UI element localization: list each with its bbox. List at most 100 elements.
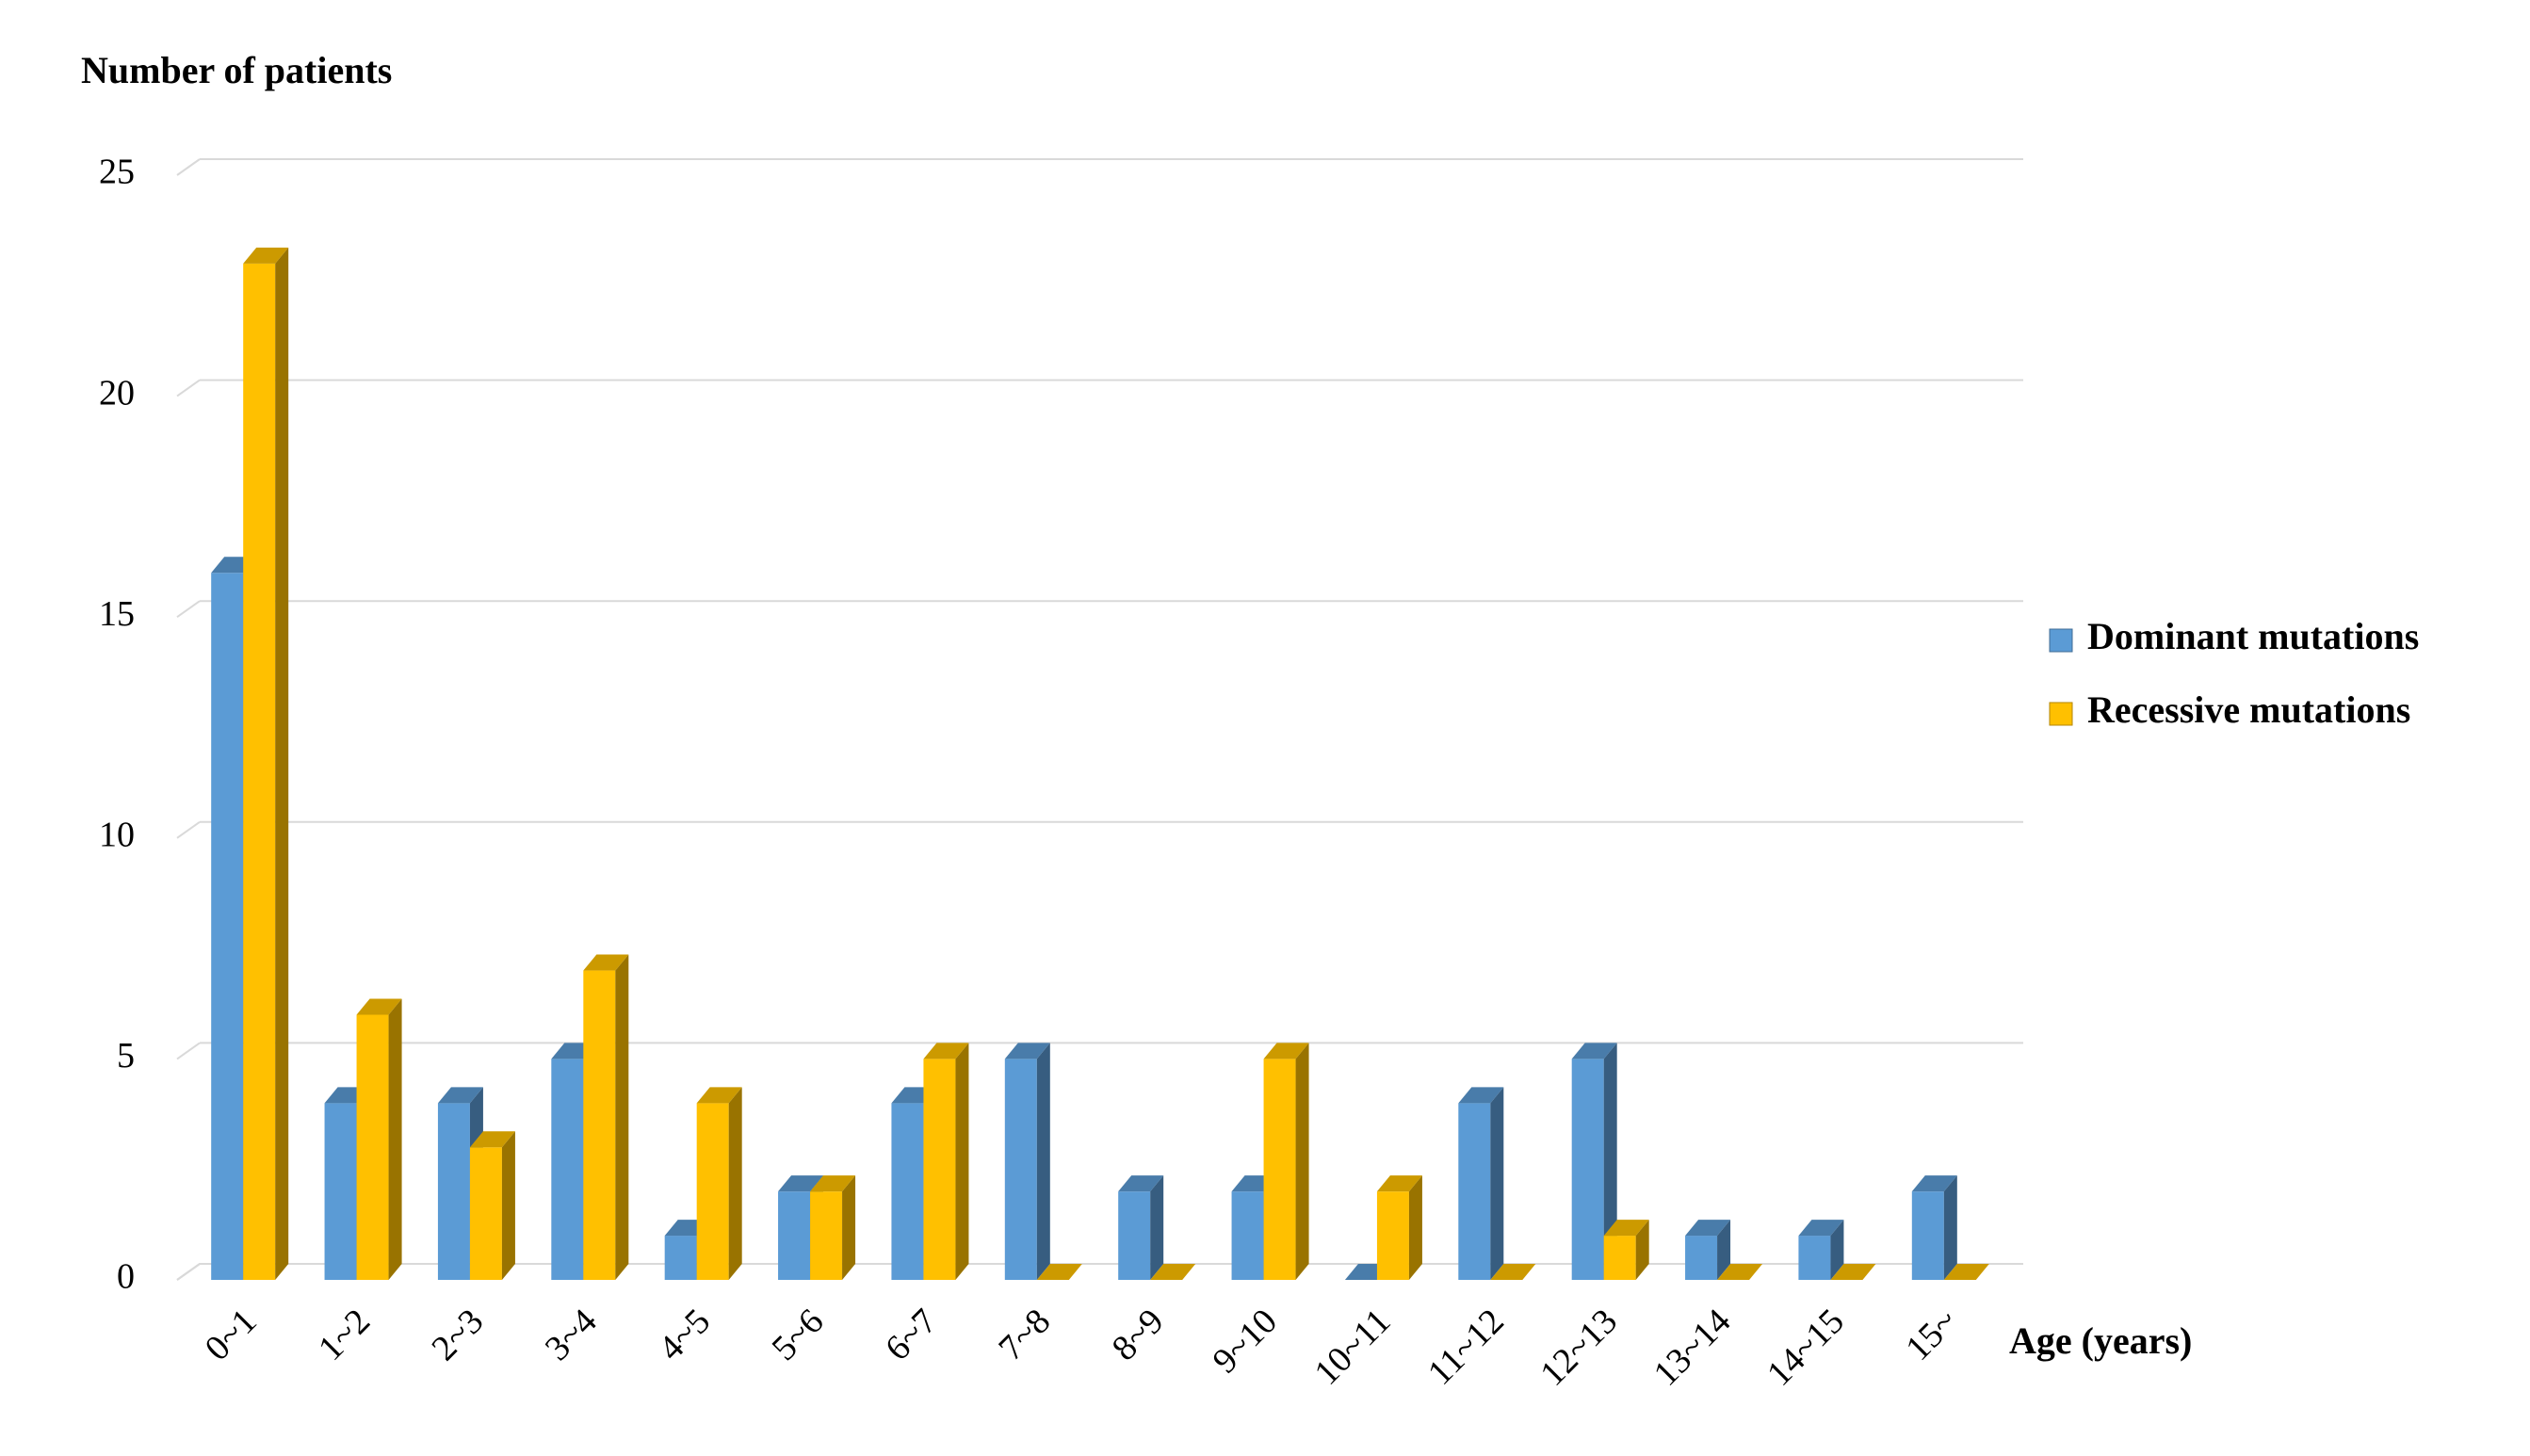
bar-top (1376, 1175, 1422, 1192)
y-tick-label: 0 (117, 1257, 135, 1297)
bar-side (275, 247, 289, 1281)
bar-side (501, 1131, 515, 1280)
bar (583, 954, 629, 1280)
legend-label: Recessive mutations (2087, 688, 2410, 731)
bar-side (842, 1175, 856, 1280)
x-tick-label: 1~2 (311, 1302, 378, 1368)
bar-top (1490, 1264, 1536, 1280)
bar (1798, 1220, 1844, 1280)
bar-top (1830, 1264, 1876, 1280)
bar-front (583, 970, 616, 1280)
bar-side (1036, 1043, 1050, 1280)
bar (243, 247, 289, 1281)
bar-front (1376, 1191, 1409, 1280)
bar-top (778, 1175, 824, 1192)
bar-front (551, 1059, 584, 1280)
bar-top (437, 1087, 483, 1104)
bar-front (324, 1103, 357, 1280)
bar-side (388, 998, 402, 1280)
y-axis-label: Number of patients (81, 49, 392, 91)
bar (1603, 1220, 1649, 1280)
bar-side (1490, 1087, 1504, 1280)
bar (810, 1175, 856, 1280)
bar (1150, 1264, 1196, 1280)
bar-top (1685, 1220, 1731, 1237)
x-tick-label: 5~6 (764, 1302, 831, 1368)
bar-front (437, 1103, 470, 1280)
bar-front (1685, 1236, 1718, 1280)
x-tick-label: 12~13 (1533, 1302, 1625, 1394)
bar-side (1603, 1043, 1617, 1280)
x-tick-label: 8~9 (1105, 1302, 1172, 1368)
grid-tick (176, 1042, 201, 1060)
bar-front (243, 263, 276, 1281)
bar-side (1635, 1220, 1649, 1280)
bar-front (810, 1191, 843, 1280)
bar-top (583, 954, 629, 971)
bar-top (1036, 1264, 1082, 1280)
bar (1830, 1264, 1876, 1280)
bar-top (1263, 1043, 1309, 1060)
bar-top (1118, 1175, 1164, 1192)
bar-front (664, 1236, 697, 1280)
bar (1685, 1220, 1731, 1280)
bar (1458, 1087, 1504, 1280)
bar (1571, 1043, 1617, 1280)
bar-side (728, 1087, 742, 1280)
bar-front (696, 1103, 729, 1280)
x-axis-label: Age (years) (2009, 1319, 2192, 1362)
bar-front (1458, 1103, 1491, 1280)
x-tick-label: 10~11 (1306, 1302, 1398, 1393)
bar-top (1458, 1087, 1504, 1104)
bar (696, 1087, 742, 1280)
bar-front (1571, 1059, 1604, 1280)
bar-top (696, 1087, 742, 1104)
bar-side (615, 954, 629, 1280)
bar (923, 1043, 969, 1280)
bar-side (1408, 1175, 1422, 1280)
grid-tick (176, 158, 201, 176)
legend-swatch (2049, 628, 2073, 653)
bar-front (1603, 1236, 1636, 1280)
bar-top (1603, 1220, 1649, 1237)
x-tick-label: 14~15 (1760, 1302, 1852, 1394)
bar-front (1004, 1059, 1037, 1280)
x-tick-label: 2~3 (424, 1302, 491, 1368)
bar-top (1717, 1264, 1763, 1280)
bar-top (356, 998, 402, 1015)
x-tick-label: 13~14 (1646, 1302, 1739, 1394)
bar-top (1150, 1264, 1196, 1280)
y-tick-label: 10 (99, 816, 135, 855)
bar (1263, 1043, 1309, 1280)
bar-side (1943, 1175, 1957, 1280)
x-tick-label: 7~8 (991, 1302, 1058, 1368)
y-tick-label: 5 (117, 1036, 135, 1076)
bar (1376, 1175, 1422, 1280)
bar-front (469, 1147, 502, 1280)
y-tick-label: 25 (99, 153, 135, 192)
bar-top (810, 1175, 856, 1192)
bar-front (1118, 1191, 1151, 1280)
bar-top (1571, 1043, 1617, 1060)
grid-tick (176, 600, 201, 619)
bar-front (356, 1014, 389, 1280)
legend-swatch (2049, 702, 2073, 726)
y-tick-label: 20 (99, 373, 135, 413)
bar-side (1295, 1043, 1309, 1280)
bar-front (1798, 1236, 1831, 1280)
x-tick-label: 6~7 (878, 1302, 945, 1368)
bar (1118, 1175, 1164, 1280)
bar (1943, 1264, 1989, 1280)
bar-side (1830, 1220, 1844, 1280)
x-tick-label: 4~5 (651, 1302, 718, 1368)
x-tick-label: 9~10 (1206, 1302, 1286, 1382)
bar-top (923, 1043, 969, 1060)
bar-front (1263, 1059, 1296, 1280)
bar-front (778, 1191, 811, 1280)
x-tick-label: 15~ (1898, 1302, 1965, 1368)
bar-front (1911, 1191, 1944, 1280)
bar-top (469, 1131, 515, 1148)
legend-label: Dominant mutations (2087, 615, 2419, 657)
bar-top (1798, 1220, 1844, 1237)
bar (1036, 1264, 1082, 1280)
